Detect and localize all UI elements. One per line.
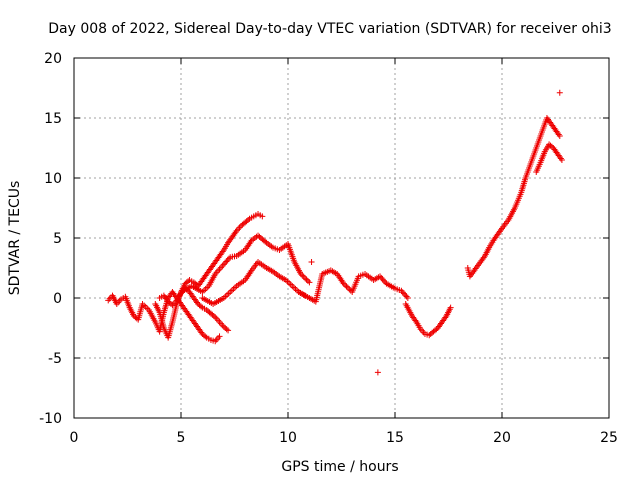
y-tick-label: 0 xyxy=(53,291,62,307)
data-point xyxy=(379,276,386,283)
data-point xyxy=(398,287,405,294)
x-tick-label: 15 xyxy=(386,430,404,446)
x-tick-label: 10 xyxy=(279,430,297,446)
data-point xyxy=(197,303,204,310)
data-point xyxy=(308,259,315,265)
data-point xyxy=(304,278,311,284)
data-point xyxy=(343,283,350,290)
data-point xyxy=(400,290,407,297)
data-point xyxy=(404,295,411,301)
data-point xyxy=(300,273,307,280)
data-point xyxy=(222,259,229,266)
data-point xyxy=(447,304,454,311)
data-point xyxy=(340,280,347,287)
data-point xyxy=(259,213,266,220)
data-point xyxy=(225,255,232,262)
data-point xyxy=(377,273,384,280)
data-point xyxy=(225,327,232,334)
x-tick-label: 5 xyxy=(177,430,186,446)
data-point xyxy=(224,257,231,264)
y-tick-label: -10 xyxy=(39,411,62,427)
data-point xyxy=(374,369,381,376)
data-point xyxy=(297,271,304,277)
data-point xyxy=(223,258,230,265)
x-axis-label: GPS time / hours xyxy=(281,459,398,475)
data-point xyxy=(202,333,209,340)
x-tick-label: 20 xyxy=(493,430,511,446)
x-tick-label: 25 xyxy=(600,430,618,446)
x-tick-label: 0 xyxy=(70,430,79,446)
grid-lines xyxy=(74,58,609,418)
data-point xyxy=(210,313,217,319)
data-point xyxy=(344,284,351,291)
data-point xyxy=(299,272,306,279)
y-axis-label: SDTVAR / TECUs xyxy=(7,181,23,296)
chart-title: Day 008 of 2022, Sidereal Day-to-day VTE… xyxy=(48,21,611,37)
axis-ticks: 0 5 10 15 20 25 -10 -5 0 5 10 15 20 xyxy=(39,51,618,446)
data-point xyxy=(302,275,309,282)
data-point xyxy=(245,217,252,223)
y-tick-label: 10 xyxy=(44,171,62,187)
data-point xyxy=(342,282,349,288)
data-point xyxy=(556,133,563,139)
y-tick-label: 20 xyxy=(44,51,62,67)
data-point xyxy=(380,277,387,284)
data-point xyxy=(403,293,410,300)
data-point xyxy=(378,274,385,281)
data-point xyxy=(556,89,563,96)
data-point xyxy=(216,333,223,340)
data-points xyxy=(105,89,565,376)
data-point xyxy=(399,289,406,296)
data-point xyxy=(262,238,269,245)
data-point xyxy=(402,292,409,299)
data-point xyxy=(306,279,313,286)
data-point xyxy=(558,157,565,163)
y-tick-label: 15 xyxy=(44,111,62,127)
y-tick-label: -5 xyxy=(48,351,62,367)
data-point xyxy=(220,261,227,268)
data-point xyxy=(303,276,310,283)
data-point xyxy=(223,326,230,333)
data-point xyxy=(346,286,353,293)
y-tick-label: 5 xyxy=(53,231,62,247)
